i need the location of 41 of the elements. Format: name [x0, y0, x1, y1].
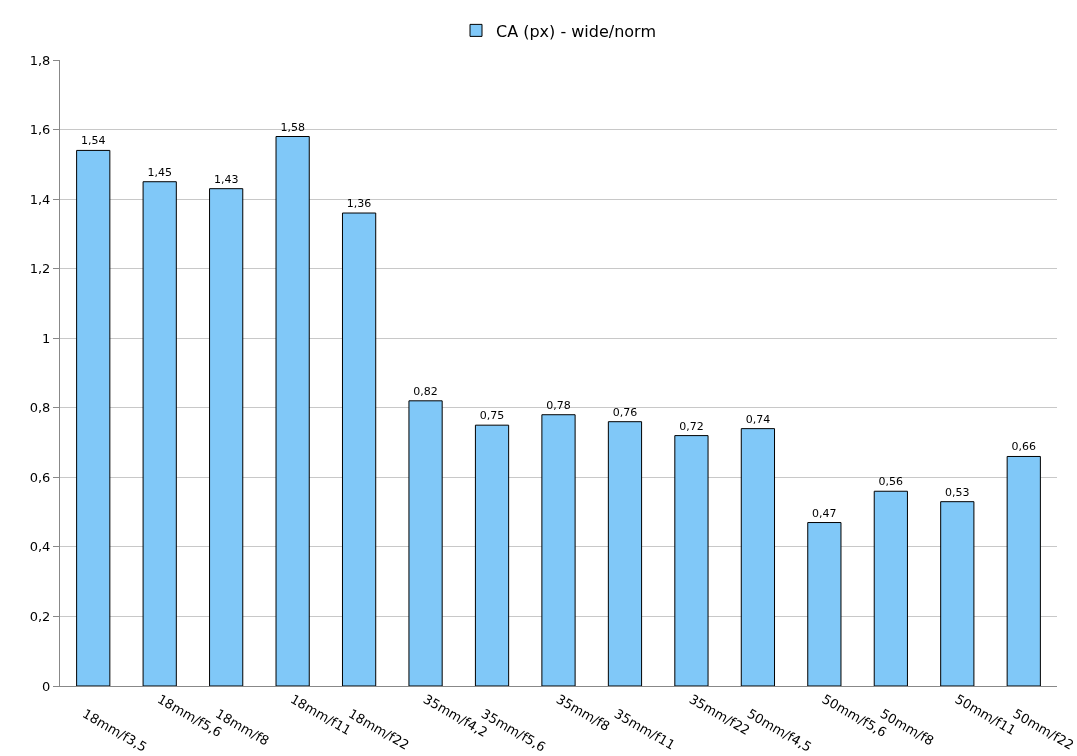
y-tick-label: 1 — [42, 330, 51, 346]
data-label: 1,36 — [346, 197, 372, 211]
y-tick-label: 0,6 — [29, 469, 51, 485]
bar — [607, 421, 643, 686]
y-tick-label: 1,4 — [29, 191, 51, 207]
data-label: 0,76 — [612, 405, 638, 419]
y-tick-label: 1,8 — [29, 52, 51, 68]
bar — [674, 435, 709, 686]
bar — [807, 522, 842, 686]
data-label: 1,45 — [147, 165, 172, 179]
y-tick-label: 0,4 — [29, 539, 51, 555]
data-label: 1,43 — [213, 172, 239, 186]
y-tick-label: 0 — [42, 678, 51, 694]
y-tick-label: 1,2 — [29, 261, 51, 277]
data-label: 0,75 — [479, 409, 505, 423]
bar — [275, 136, 310, 686]
bar — [873, 490, 908, 686]
data-label: 0,74 — [745, 412, 771, 426]
data-label: 0,82 — [413, 384, 438, 398]
legend-label: CA (px) - wide/norm — [496, 21, 656, 41]
data-label: 0,72 — [679, 419, 704, 433]
bar — [541, 414, 576, 686]
bar — [341, 212, 377, 686]
y-tick-label: 0,8 — [29, 400, 51, 416]
data-label: 0,66 — [1011, 440, 1037, 454]
data-label: 0,78 — [546, 398, 571, 412]
data-label: 1,54 — [80, 134, 106, 148]
y-tick-label: 1,6 — [29, 122, 51, 138]
bar — [408, 400, 443, 686]
bar — [142, 181, 177, 686]
data-label: 0,56 — [878, 475, 904, 489]
bar — [209, 188, 244, 686]
y-tick-label: 0,2 — [29, 608, 51, 624]
data-label: 0,53 — [945, 485, 970, 499]
data-label: 0,47 — [812, 506, 837, 520]
bar — [1006, 455, 1041, 686]
bar — [940, 501, 975, 686]
bar — [740, 428, 776, 686]
bar — [76, 149, 111, 686]
data-label: 1,58 — [280, 120, 305, 134]
bar — [474, 424, 510, 686]
